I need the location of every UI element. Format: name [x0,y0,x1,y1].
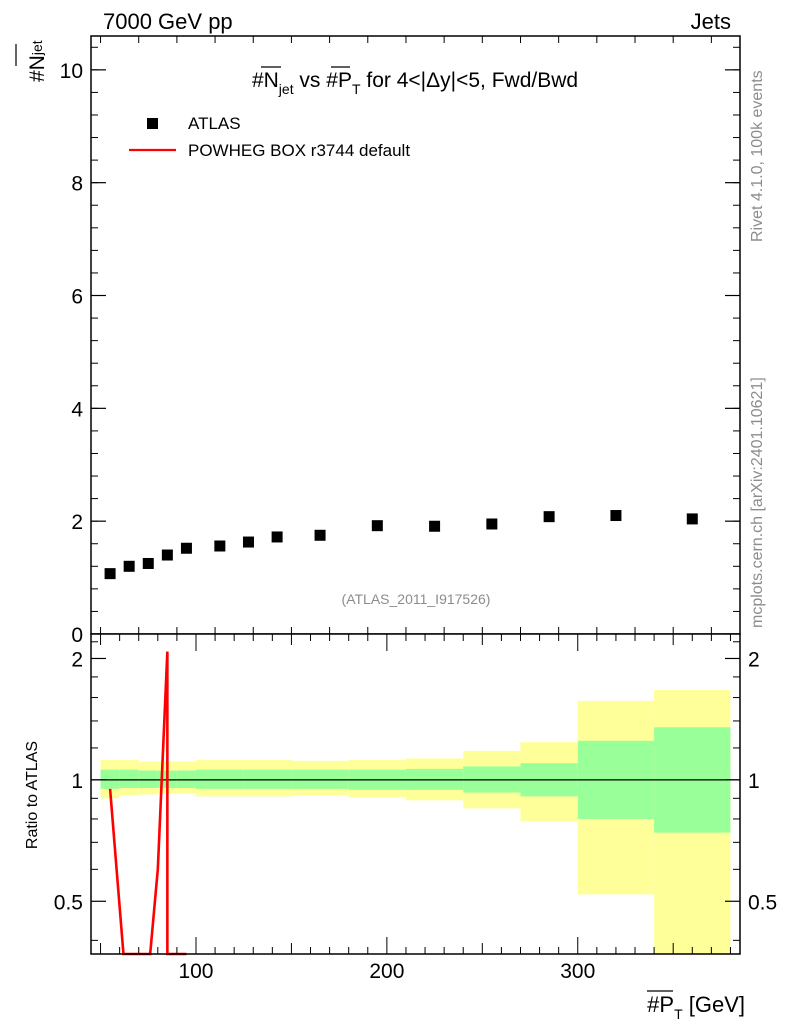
atlas-point [610,510,622,522]
atlas-point [429,520,441,532]
main-y-tick-label: 0 [71,624,83,647]
atlas-point [486,518,498,530]
main-y-tick-label: 2 [71,511,83,534]
ratio-y-tick-label-left: 1 [71,770,83,793]
main-ylabel-sub: jet [29,40,45,56]
ratio-plot-frame [90,633,741,955]
xlabel-pre: # [647,992,660,1017]
atlas-point [242,536,254,548]
ratio-y-tick-label-left: 2 [71,648,83,671]
ratio-axis-ticks: 0.5 0.5 1 1 2 2 100 200 300 [54,634,777,983]
atlas-point [180,542,192,554]
main-ylabel-group: #Njet [26,40,49,82]
ratio-panel: 0.5 0.5 1 1 2 2 100 200 300 Ratio to ATLAS #PT [… [24,633,777,1022]
main-title: #Njet vs #PT for 4<|Δy|<5, Fwd/Bwd [252,69,578,97]
xlabel-post: [GeV] [683,992,745,1017]
ratio-xlabel: #PT [GeV] [647,992,745,1022]
atlas-point [214,540,226,552]
main-ylabel: #Njet [26,40,49,82]
main-plot-area [91,36,740,634]
atlas-point [142,557,154,569]
header-left: 7000 GeV pp [103,9,233,34]
atlas-point [371,520,383,532]
legend-atlas-marker [147,118,158,129]
ratio-y-tick-label-right: 1 [748,770,760,793]
ratio-y-tick-label-right: 2 [748,648,760,671]
legend-atlas-label: ATLAS [188,114,241,133]
title-n-sub: jet [278,81,294,97]
main-y-tick-label: 10 [60,60,83,83]
main-y-tick-label: 8 [71,173,83,196]
atlas-point [543,511,555,523]
main-ylabel-main: #N [26,55,49,82]
ratio-x-tick-label: 200 [369,960,404,983]
ratio-x-tick-label: 300 [560,960,595,983]
main-y-tick-label: 6 [71,286,83,309]
legend-powheg-label: POWHEG BOX r3744 default [188,141,410,160]
ratio-band-inner [195,769,244,789]
ratio-band-inner [176,770,196,788]
xlabel-sub: T [674,1006,683,1022]
ratio-band-inner [243,769,292,789]
atlas-data-points [104,510,698,580]
title-n: #N [252,69,279,92]
legend: ATLAS POWHEG BOX r3744 default [129,114,410,160]
main-y-tick-label: 4 [71,398,83,421]
title-p: P [338,69,352,92]
ratio-ylabel: Ratio to ATLAS [24,741,41,849]
main-axis-ticks: 0 2 4 6 8 10 [60,36,740,647]
mcplots-label: mcplots.cern.ch [arXiv:2401.10621] [749,377,766,628]
title-p-sub: T [352,81,361,97]
ratio-y-tick-label-left: 0.5 [54,891,83,914]
ratio-y-tick-label-right: 0.5 [748,891,777,914]
atlas-point [123,560,135,572]
atlas-point [271,531,283,543]
header-right: Jets [691,9,731,34]
atlas-point [314,529,326,541]
ratio-band-inner [138,770,158,788]
ratio-band-inner [291,769,349,789]
title-rest: for 4<|Δy|<5, Fwd/Bwd [361,69,579,92]
ratio-x-tick-label: 100 [178,960,213,983]
atlas-point [686,513,698,525]
ratio-band-inner [119,769,139,788]
rivet-label: Rivet 4.1.0, 100k events [749,70,766,242]
atlas-point [104,568,116,580]
analysis-id-annotation: (ATLAS_2011_I917526) [342,591,491,607]
xlabel-p: P [659,992,674,1017]
atlas-point [161,549,173,561]
title-vs: vs # [294,69,339,92]
ratio-band-inner [100,769,120,789]
